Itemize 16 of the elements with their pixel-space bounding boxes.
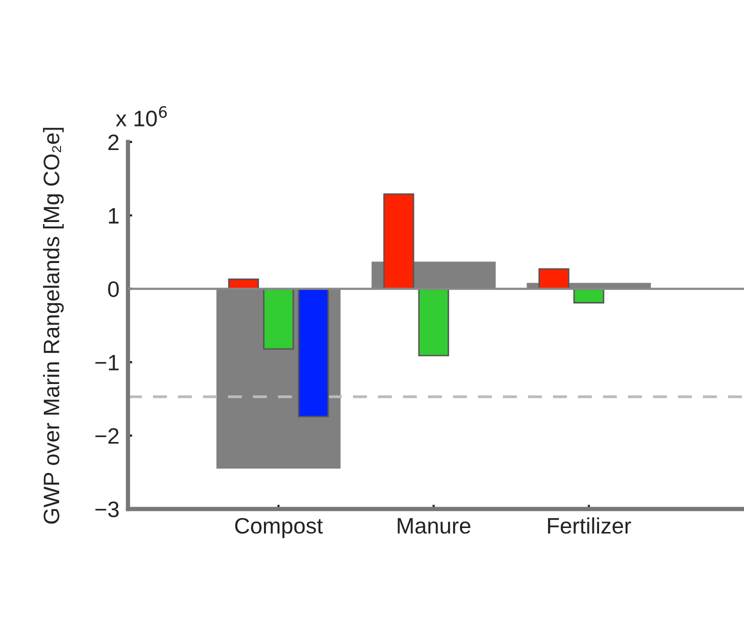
x-tick-label: Manure (398, 518, 470, 534)
bar (383, 193, 414, 290)
bar (418, 288, 450, 356)
x-tick-label: Fertilizer (548, 517, 632, 534)
bar (538, 268, 570, 290)
y-tick-label: 1 (108, 208, 119, 224)
x-tick-label: Compost (235, 518, 323, 538)
y-axis-title: GWP over Marin Rangelands [Mg CO₂e] (43, 128, 64, 524)
bar (263, 288, 294, 350)
y-tick-label: 0 (108, 281, 119, 298)
text: x 10$^{6}$ (116, 106, 167, 126)
bar (298, 288, 329, 418)
y-tick-label: −1 (95, 354, 119, 370)
y-tick-label: −2 (95, 428, 119, 444)
y-tick-label: −3 (95, 502, 119, 518)
y-tick-label: 2 (108, 134, 119, 150)
